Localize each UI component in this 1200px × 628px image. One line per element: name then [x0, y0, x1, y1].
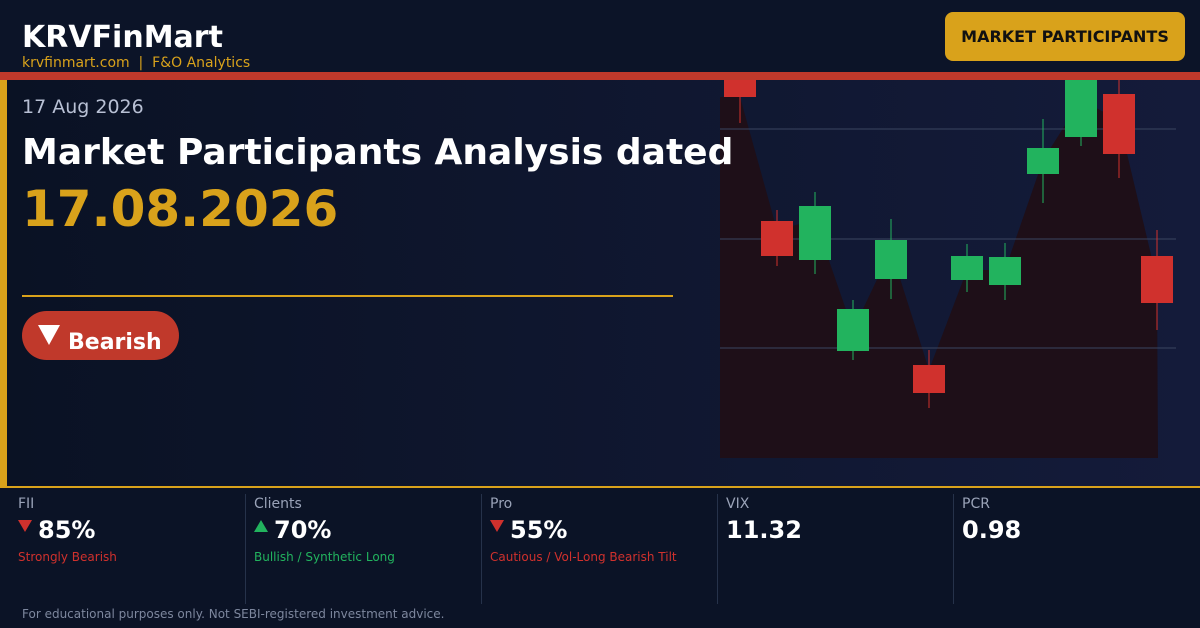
brand: KRVFinMart: [22, 20, 223, 55]
stat-value: 70%: [274, 516, 332, 544]
stat-note: Bullish / Synthetic Long: [254, 550, 395, 564]
candle-body: [1027, 148, 1059, 174]
down-arrow: [490, 520, 504, 532]
accent-bar: [0, 80, 7, 486]
stat-value: 55%: [510, 516, 568, 544]
separator: [953, 494, 954, 604]
gridlines: [720, 128, 1176, 349]
separator: [245, 494, 246, 604]
badge-text: Bearish: [68, 330, 162, 355]
candle-body: [1103, 94, 1135, 154]
date: 17 Aug 2026: [22, 96, 144, 118]
candle-body: [837, 309, 869, 351]
stat-value: 85%: [38, 516, 96, 544]
stat-label: FII: [18, 496, 35, 512]
down-arrow: [18, 520, 32, 532]
strip-border: [0, 486, 1200, 488]
candle-body: [724, 80, 756, 97]
subtitle: krvfinmart.com | F&O Analytics: [22, 55, 251, 71]
stat: Clients 70% Bullish / Synthetic Long: [254, 494, 481, 604]
header-button[interactable]: MARKET PARTICIPANTS: [945, 12, 1185, 61]
stat-note: Cautious / Vol-Long Bearish Tilt: [490, 550, 677, 564]
headline: Market Participants Analysis dated: [22, 132, 734, 173]
area: [720, 97, 1158, 458]
stat-value: 11.32: [726, 516, 802, 544]
candle-body: [761, 221, 793, 256]
stat-label: Clients: [254, 496, 302, 512]
separator: [717, 494, 718, 604]
candle-body: [913, 365, 945, 393]
stat: FII 85% Strongly Bearish: [18, 494, 245, 604]
up-arrow: [254, 520, 268, 532]
disclaimer: For educational purposes only. Not SEBI-…: [22, 607, 445, 621]
badge: Bearish: [22, 311, 179, 360]
stat: VIX 11.32: [726, 494, 953, 604]
decor-chart: [720, 80, 1176, 458]
candle-body: [951, 256, 983, 280]
stat-label: Pro: [490, 496, 513, 512]
rule: [22, 295, 673, 297]
stat: PCR 0.98: [962, 494, 1189, 604]
down-icon: [38, 325, 60, 345]
divider: [0, 72, 1200, 80]
candles: [724, 80, 1173, 408]
candle-body: [875, 240, 907, 279]
stat-label: VIX: [726, 496, 750, 512]
headline-date: 17.08.2026: [22, 180, 339, 238]
separator: [481, 494, 482, 604]
candle-body: [989, 257, 1021, 285]
stat: Pro 55% Cautious / Vol-Long Bearish Tilt: [490, 494, 717, 604]
candle-body: [1065, 80, 1097, 137]
stat-label: PCR: [962, 496, 990, 512]
stat-note: Strongly Bearish: [18, 550, 117, 564]
candle-body: [799, 206, 831, 260]
stat-value: 0.98: [962, 516, 1022, 544]
candle-body: [1141, 256, 1173, 303]
